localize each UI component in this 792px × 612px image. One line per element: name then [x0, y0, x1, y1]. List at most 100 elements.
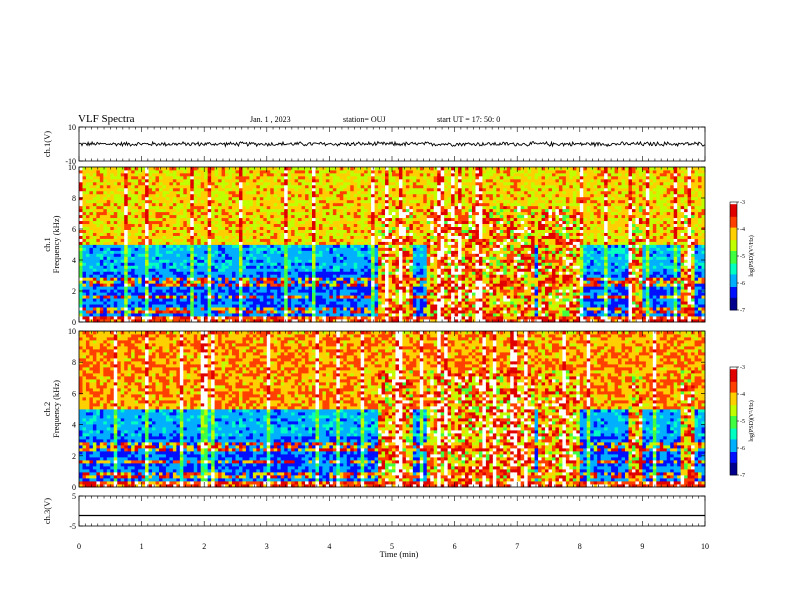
spectrogram-cell: [378, 244, 382, 248]
spectrogram-cell: [360, 214, 365, 219]
spectrogram-cell: [138, 175, 142, 180]
spectrogram-cell: [263, 265, 268, 269]
spectrogram-cell: [183, 184, 188, 189]
spectrogram-cell: [127, 253, 132, 257]
spectrogram-cell: [127, 208, 132, 213]
spectrogram-cell: [322, 277, 327, 281]
spectrogram-cell: [325, 241, 330, 245]
spectrogram-cell: [235, 313, 240, 317]
spectrogram-cell: [353, 298, 358, 302]
spectrogram-cell: [96, 319, 101, 323]
spectrogram-cell: [197, 286, 202, 290]
spectrogram-cell: [190, 235, 195, 239]
spectrogram-cell: [374, 289, 379, 293]
spectrogram-cell: [120, 268, 125, 272]
spectrogram-cell: [186, 292, 191, 296]
spectrogram-cell: [82, 316, 87, 320]
spectrogram-cell: [280, 172, 285, 177]
y-tick-label: 10: [68, 123, 76, 132]
spectrogram-cell: [287, 238, 292, 242]
spectrogram-cell: [214, 169, 219, 174]
spectrogram-cell: [211, 253, 216, 257]
spectrogram-cell: [305, 310, 309, 314]
spectrogram-cell: [165, 235, 170, 239]
spectrogram-cell: [113, 250, 118, 254]
spectrogram-cell: [221, 316, 226, 320]
spectrogram-cell: [364, 217, 369, 222]
spectrogram-cell: [360, 208, 365, 213]
spectrogram-cell: [392, 307, 396, 311]
spectrogram-cell: [245, 169, 250, 174]
spectrogram-cell: [134, 289, 139, 293]
spectrogram-cell: [343, 229, 348, 233]
spectrogram-cell: [162, 274, 167, 278]
spectrogram-cell: [89, 271, 94, 275]
spectrogram-cell: [82, 178, 87, 183]
spectrogram-cell: [273, 244, 278, 248]
spectrogram-cell: [207, 205, 212, 210]
spectrogram-cell: [179, 244, 184, 248]
spectrogram-cell: [339, 244, 344, 248]
spectrogram-cell: [381, 292, 386, 296]
spectrogram-cell: [381, 172, 386, 177]
spectrogram-cell: [190, 223, 195, 228]
spectrogram-cell: [214, 280, 219, 284]
spectrogram-cell: [256, 193, 261, 198]
spectrogram-cell: [172, 223, 177, 228]
spectrogram-cell: [211, 268, 216, 272]
spectrogram-cell: [103, 301, 108, 305]
spectrogram-cell: [120, 193, 125, 198]
spectrogram-cell: [165, 214, 170, 219]
spectrogram-cell: [336, 196, 341, 201]
spectrogram-cell: [183, 202, 188, 207]
spectrogram-cell: [145, 253, 149, 257]
spectrogram-cell: [89, 232, 94, 236]
spectrogram-cell: [204, 226, 209, 230]
spectrogram-cell: [336, 187, 341, 192]
spectrogram-cell: [110, 169, 115, 174]
spectrogram-cell: [179, 229, 184, 233]
spectrogram-cell: [259, 277, 264, 281]
spectrogram-cell: [232, 289, 236, 293]
spectrogram-cell: [110, 202, 115, 207]
spectrogram-cell: [92, 262, 97, 266]
spectrogram-cell: [371, 217, 376, 222]
spectrogram-cell: [197, 208, 202, 213]
spectrogram-cell: [256, 271, 261, 275]
spectrogram-cell: [273, 256, 278, 260]
spectrogram-cell: [395, 202, 400, 207]
spectrogram-cell: [124, 301, 129, 305]
spectrogram-cell: [106, 241, 111, 245]
spectrogram-cell: [197, 184, 202, 189]
spectrogram-cell: [148, 307, 153, 311]
spectrogram-cell: [238, 271, 243, 275]
spectrogram-cell: [190, 190, 195, 195]
spectrogram-cell: [169, 199, 174, 204]
spectrogram-cell: [364, 247, 369, 251]
spectrogram-cell: [242, 199, 247, 204]
spectrogram-cell: [360, 289, 365, 293]
spectrogram-cell: [350, 199, 355, 204]
spectrogram-cell: [353, 226, 358, 230]
spectrogram-cell: [152, 244, 156, 248]
spectrogram-cell: [392, 190, 396, 195]
spectrogram-cell: [395, 247, 400, 251]
spectrogram-cell: [325, 307, 330, 311]
spectrogram-cell: [308, 238, 313, 242]
spectrogram-cell: [277, 175, 282, 180]
spectrogram-cell: [193, 274, 198, 278]
spectrogram-cell: [256, 172, 261, 177]
spectrogram-cell: [138, 187, 142, 192]
spectrogram-cell: [315, 167, 320, 171]
spectrogram-cell: [103, 244, 108, 248]
spectrogram-cell: [395, 244, 400, 248]
spectrogram-cell: [134, 196, 139, 201]
spectrogram-cell: [371, 181, 376, 186]
spectrogram-cell: [360, 286, 365, 290]
spectrogram-cell: [172, 208, 177, 213]
spectrogram-cell: [350, 274, 355, 278]
spectrogram-cell: [103, 167, 108, 171]
spectrogram-cell: [346, 169, 351, 174]
spectrogram-cell: [207, 187, 212, 192]
spectrogram-cell: [221, 232, 226, 236]
